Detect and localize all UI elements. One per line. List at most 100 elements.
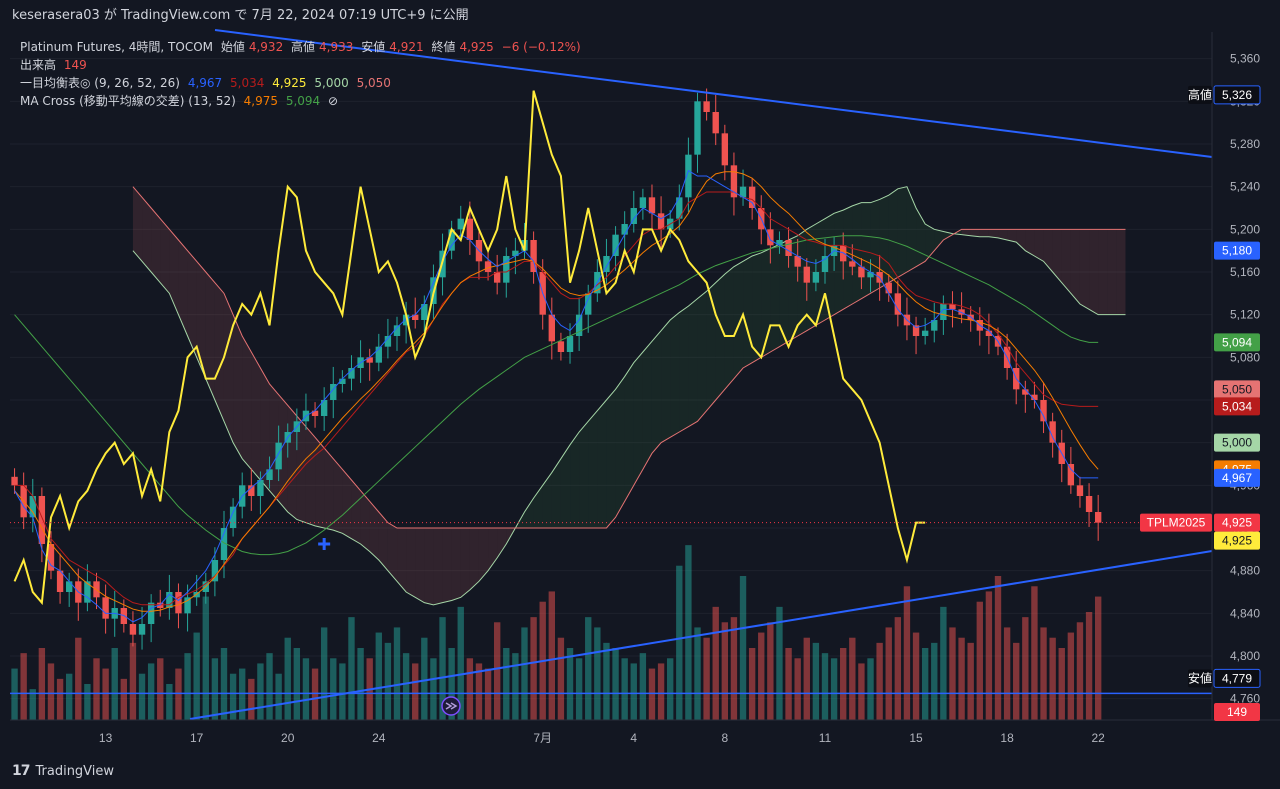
x-tick-label: 17 <box>190 731 204 745</box>
kumo-segment <box>743 256 753 368</box>
volume-bar <box>375 632 382 720</box>
legend-symbol[interactable]: Platinum Futures, 4時間, TOCOM <box>20 40 213 54</box>
price-tag: 4,925 TPLM2025 <box>1140 513 1260 532</box>
volume-bar <box>840 648 847 720</box>
kumo-segment <box>315 437 325 528</box>
price-tag-label: 安値 <box>1188 670 1212 685</box>
senkou-a-line <box>132 186 1126 606</box>
candle <box>739 186 747 198</box>
candle <box>66 581 73 592</box>
kumo-segment <box>1116 229 1126 315</box>
volume-bar <box>1022 617 1029 720</box>
volume-bar <box>475 663 483 720</box>
price-tag: 5,094 <box>1214 333 1260 352</box>
price-tag-bg <box>1214 433 1260 452</box>
price-tag-bg <box>1214 333 1260 352</box>
kumo-segment <box>469 528 479 590</box>
legend-low: 4,921 <box>389 40 424 54</box>
price-tag: 5,180 <box>1214 241 1260 260</box>
candle <box>657 213 665 230</box>
legend-ohlc: Platinum Futures, 4時間, TOCOM 始値 4,932 高値 4… <box>20 38 585 56</box>
volume-bar <box>493 622 501 720</box>
volume-bar <box>758 632 765 720</box>
x-tick-label: 15 <box>909 731 923 745</box>
kumo-segment <box>1061 229 1071 294</box>
volume-bar <box>466 658 474 720</box>
volume-bar <box>594 627 601 720</box>
x-tick-label: 7月 <box>533 731 552 745</box>
candle <box>275 442 282 470</box>
candle <box>894 293 902 315</box>
kumo-segment <box>542 472 552 528</box>
volume-bar <box>239 668 246 720</box>
volume-bar <box>157 658 164 720</box>
kumo-segment <box>770 244 780 352</box>
legend-ma-v2: 5,094 <box>285 94 321 108</box>
kumo-segment <box>497 528 507 558</box>
price-tag-bg <box>1214 397 1260 416</box>
candle <box>630 208 637 224</box>
candle <box>457 218 464 230</box>
volume-bar <box>703 637 710 720</box>
kumo-segment <box>278 394 288 512</box>
volume-bar <box>575 658 583 720</box>
legend-ich-v4: 5,000 <box>314 76 349 90</box>
kumo-segment <box>342 469 352 539</box>
kumo-segment <box>879 195 889 288</box>
volume-bar <box>712 606 719 720</box>
candle <box>320 400 328 416</box>
price-tag-value: 5,326 <box>1222 88 1252 102</box>
volume-bar <box>229 673 237 720</box>
candle <box>129 624 137 635</box>
candle <box>721 133 729 166</box>
x-tick-label: 24 <box>372 731 386 745</box>
volume-bar <box>448 648 455 720</box>
kumo-segment <box>961 229 971 236</box>
kumo-segment <box>196 261 206 379</box>
legend-ma-label: MA Cross (移動平均線の交差) (13, 52) <box>20 94 236 108</box>
price-tag-bg <box>1214 241 1260 260</box>
candle <box>885 282 892 294</box>
volume-bar <box>384 642 392 720</box>
x-tick-label: 22 <box>1091 731 1105 745</box>
volume-bar <box>20 653 27 720</box>
volume-bar <box>976 601 983 720</box>
price-tag-bg <box>1213 668 1261 688</box>
candle <box>603 256 610 272</box>
candle <box>166 592 173 608</box>
candle <box>767 229 774 246</box>
candle <box>484 261 492 272</box>
x-tick-label: 11 <box>819 731 832 745</box>
kumo-segment <box>779 240 789 347</box>
legend-ichimoku[interactable]: 一目均衡表◎ (9, 26, 52, 26) 4,967 5,034 4,925… <box>20 74 585 92</box>
candle <box>512 250 519 256</box>
price-tag-bg <box>1214 531 1260 550</box>
legend-hidden-icon[interactable]: ⊘ <box>328 94 339 108</box>
kumo-segment <box>688 298 698 427</box>
volume-bar <box>557 637 565 720</box>
candle <box>339 378 346 384</box>
candle <box>1049 421 1056 443</box>
candle <box>730 165 738 198</box>
legend-volume[interactable]: 出来高 149 <box>20 56 585 74</box>
candle <box>384 336 392 347</box>
candle <box>648 197 656 214</box>
candle <box>348 368 355 379</box>
candle <box>184 597 191 614</box>
kumo-segment <box>852 202 862 304</box>
legend-open: 4,932 <box>248 40 284 54</box>
kumo-segment <box>824 213 835 320</box>
candle <box>776 240 783 246</box>
kijun-line <box>14 191 1099 606</box>
volume-bar <box>275 673 282 720</box>
volume-bar <box>412 663 419 720</box>
volume-bar <box>56 678 64 720</box>
candle <box>421 304 428 320</box>
kumo-segment <box>906 186 917 272</box>
volume-bar <box>685 545 692 720</box>
candle <box>229 506 237 528</box>
kumo-segment <box>943 231 953 240</box>
legend-ma-cross[interactable]: MA Cross (移動平均線の交差) (13, 52) 4,975 5,094… <box>20 92 585 110</box>
y-tick-label: 5,200 <box>1230 222 1260 236</box>
